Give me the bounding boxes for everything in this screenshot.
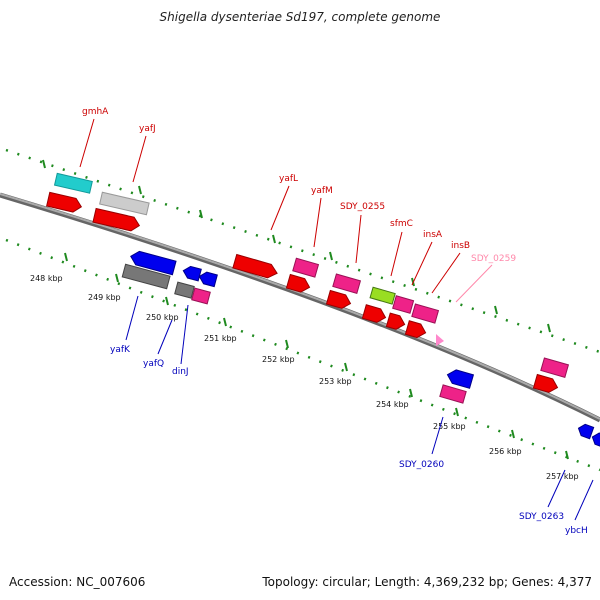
gene-label-gmhA[interactable]: gmhA	[82, 107, 109, 117]
map-title: Shigella dysenteriae Sd197, complete gen…	[159, 10, 441, 24]
gene-label-sfmC[interactable]: sfmC	[390, 219, 413, 229]
yafK-gene[interactable]	[129, 250, 177, 276]
gene-label-SDY_0260[interactable]: SDY_0260	[399, 460, 444, 470]
gene-label-yafK[interactable]: yafK	[110, 345, 131, 355]
kbp-label: 249 kbp	[88, 293, 121, 302]
kbp-label: 256 kbp	[489, 447, 522, 456]
yafK-block[interactable]	[121, 263, 171, 290]
kbp-labels: 248 kbp 249 kbp 250 kbp 251 kbp 252 kbp …	[30, 274, 579, 481]
gene-label-SDY_0263[interactable]: SDY_0263	[519, 512, 564, 522]
forward-gene-labels: gmhA yafJ yafL yafM SDY_0255 sfmC insA i…	[82, 107, 516, 264]
insB-arrow[interactable]	[404, 320, 427, 340]
gene-label-ybcH[interactable]: ybcH	[565, 526, 588, 536]
kbp-label: 254 kbp	[376, 400, 409, 409]
insA-gene[interactable]	[392, 295, 415, 314]
insB-gene[interactable]	[411, 303, 440, 324]
accession-text: Accession: NC_007606	[9, 575, 146, 589]
gene-label-SDY_0259[interactable]: SDY_0259	[471, 254, 516, 264]
gmhA-arrow[interactable]	[46, 191, 83, 213]
dinJ-block[interactable]	[174, 281, 195, 299]
gene-label-yafM[interactable]: yafM	[311, 186, 333, 196]
yafM-gene[interactable]	[292, 257, 320, 278]
kbp-label: 248 kbp	[30, 274, 63, 283]
kbp-label: 255 kbp	[433, 422, 466, 431]
dinJ-gene[interactable]	[191, 287, 211, 305]
SDY_0260-gene[interactable]	[446, 368, 475, 389]
label-leaders	[79, 118, 594, 521]
SDY_0255-arrow[interactable]	[325, 289, 352, 311]
sfmC-gene[interactable]	[369, 286, 396, 305]
yafL-arrow[interactable]	[232, 253, 279, 280]
outer-tick-track	[5, 148, 600, 354]
SDY_0260-block[interactable]	[439, 384, 467, 404]
far-arrow[interactable]	[532, 373, 559, 395]
genome-backbone	[0, 192, 600, 423]
gene-label-yafQ[interactable]: yafQ	[143, 359, 164, 369]
kbp-label: 253 kbp	[319, 377, 352, 386]
gene-label-yafJ[interactable]: yafJ	[139, 124, 156, 134]
yafJ-gene[interactable]	[99, 191, 150, 216]
yafJ-arrow[interactable]	[92, 207, 141, 232]
major-ticks	[42, 159, 569, 460]
yafQ-gene-b[interactable]	[198, 271, 218, 288]
gene-label-insA[interactable]: insA	[423, 230, 443, 240]
SDY_0263-gene[interactable]	[576, 423, 595, 440]
gene-label-SDY_0255[interactable]: SDY_0255	[340, 202, 385, 212]
SDY_0255-gene[interactable]	[332, 273, 362, 294]
genome-summary-text: Topology: circular; Length: 4,369,232 bp…	[262, 575, 592, 589]
gene-label-insB[interactable]: insB	[451, 241, 470, 251]
reverse-gene-labels: yafK yafQ dinJ SDY_0260 SDY_0263 ybcH	[110, 345, 588, 536]
kbp-label: 250 kbp	[146, 313, 179, 322]
SDY_0259-gene[interactable]	[436, 334, 444, 346]
forward-gene-blocks	[46, 172, 570, 395]
yafM-arrow[interactable]	[285, 273, 311, 295]
kbp-label: 251 kbp	[204, 334, 237, 343]
gmhA-gene[interactable]	[53, 172, 93, 194]
kbp-label: 252 kbp	[262, 355, 295, 364]
sfmC-arrow[interactable]	[361, 304, 387, 325]
yafQ-gene[interactable]	[182, 265, 202, 282]
far-gene[interactable]	[540, 357, 570, 378]
inner-tick-track	[5, 238, 600, 472]
reverse-gene-blocks	[121, 250, 600, 449]
gene-label-dinJ[interactable]: dinJ	[172, 367, 189, 377]
gene-label-yafL[interactable]: yafL	[279, 174, 298, 184]
insA-arrow[interactable]	[385, 312, 406, 331]
